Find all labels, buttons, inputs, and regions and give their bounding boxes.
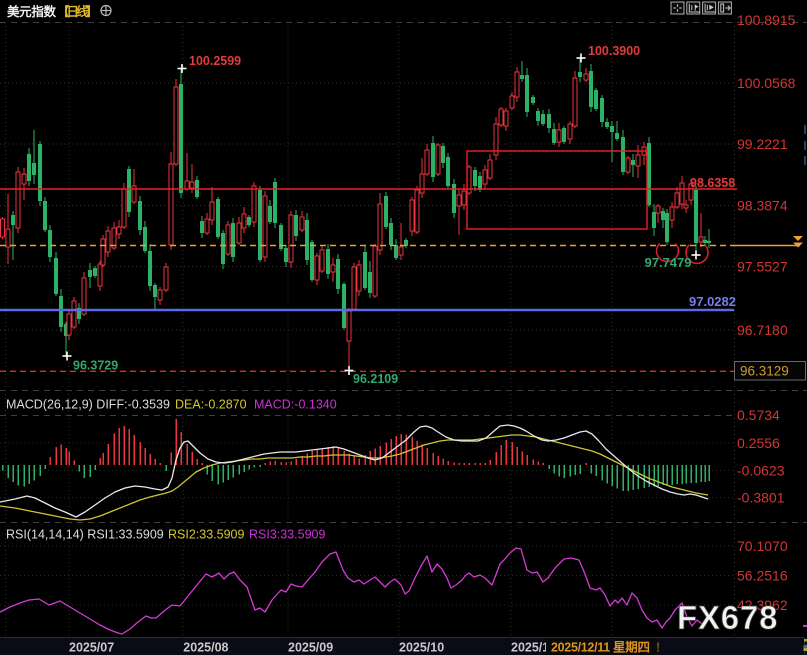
svg-text:42.3962: 42.3962 bbox=[737, 597, 788, 613]
svg-text:2025/08: 2025/08 bbox=[183, 641, 228, 655]
svg-text:MACD:-0.1340: MACD:-0.1340 bbox=[254, 398, 337, 412]
svg-text:DEA:-0.2870: DEA:-0.2870 bbox=[175, 398, 247, 412]
svg-text:0.2556: 0.2556 bbox=[737, 435, 780, 451]
svg-text:RSI3:33.5909: RSI3:33.5909 bbox=[249, 528, 325, 542]
svg-text:96.3729: 96.3729 bbox=[73, 359, 118, 373]
svg-text:97.0282: 97.0282 bbox=[689, 294, 736, 309]
svg-text:96.3129: 96.3129 bbox=[740, 364, 789, 379]
svg-text:97.7479: 97.7479 bbox=[645, 255, 692, 270]
svg-text:-0.3801: -0.3801 bbox=[737, 490, 785, 506]
svg-text:2025/11: 2025/11 bbox=[511, 641, 556, 655]
svg-text:96.2109: 96.2109 bbox=[353, 372, 398, 386]
svg-text:2025/07: 2025/07 bbox=[69, 641, 114, 655]
svg-text:0.5734: 0.5734 bbox=[737, 407, 780, 423]
svg-text:100.3900: 100.3900 bbox=[588, 44, 640, 58]
svg-text:97.5527: 97.5527 bbox=[737, 259, 788, 275]
svg-text:2025/10: 2025/10 bbox=[399, 641, 444, 655]
svg-text:2025/09: 2025/09 bbox=[288, 641, 333, 655]
svg-text:MACD(26,12,9) DIFF:-0.3539: MACD(26,12,9) DIFF:-0.3539 bbox=[6, 398, 170, 412]
svg-text:RSI(14,14,14) RSI1:33.5909: RSI(14,14,14) RSI1:33.5909 bbox=[6, 528, 164, 542]
svg-text:99.2221: 99.2221 bbox=[737, 136, 788, 152]
svg-text:96.7180: 96.7180 bbox=[737, 322, 788, 338]
svg-text:!: ! bbox=[656, 641, 660, 655]
svg-text:美元指数: 美元指数 bbox=[7, 4, 56, 19]
svg-text:56.2516: 56.2516 bbox=[737, 568, 788, 584]
svg-text:98.3874: 98.3874 bbox=[737, 198, 788, 214]
svg-text:FX678: FX678 bbox=[677, 599, 778, 636]
svg-text:RSI2:33.5909: RSI2:33.5909 bbox=[168, 528, 244, 542]
svg-text:2025/12/11 星期四: 2025/12/11 星期四 bbox=[551, 640, 650, 655]
svg-text:98.6358: 98.6358 bbox=[690, 176, 735, 190]
svg-text:100.2599: 100.2599 bbox=[189, 54, 241, 68]
svg-text:70.1070: 70.1070 bbox=[737, 538, 788, 554]
svg-text:-0.0623: -0.0623 bbox=[737, 463, 785, 479]
svg-text:100.0568: 100.0568 bbox=[737, 75, 796, 91]
svg-text:【日线】: 【日线】 bbox=[57, 4, 98, 19]
svg-text:100.8915: 100.8915 bbox=[737, 12, 796, 28]
